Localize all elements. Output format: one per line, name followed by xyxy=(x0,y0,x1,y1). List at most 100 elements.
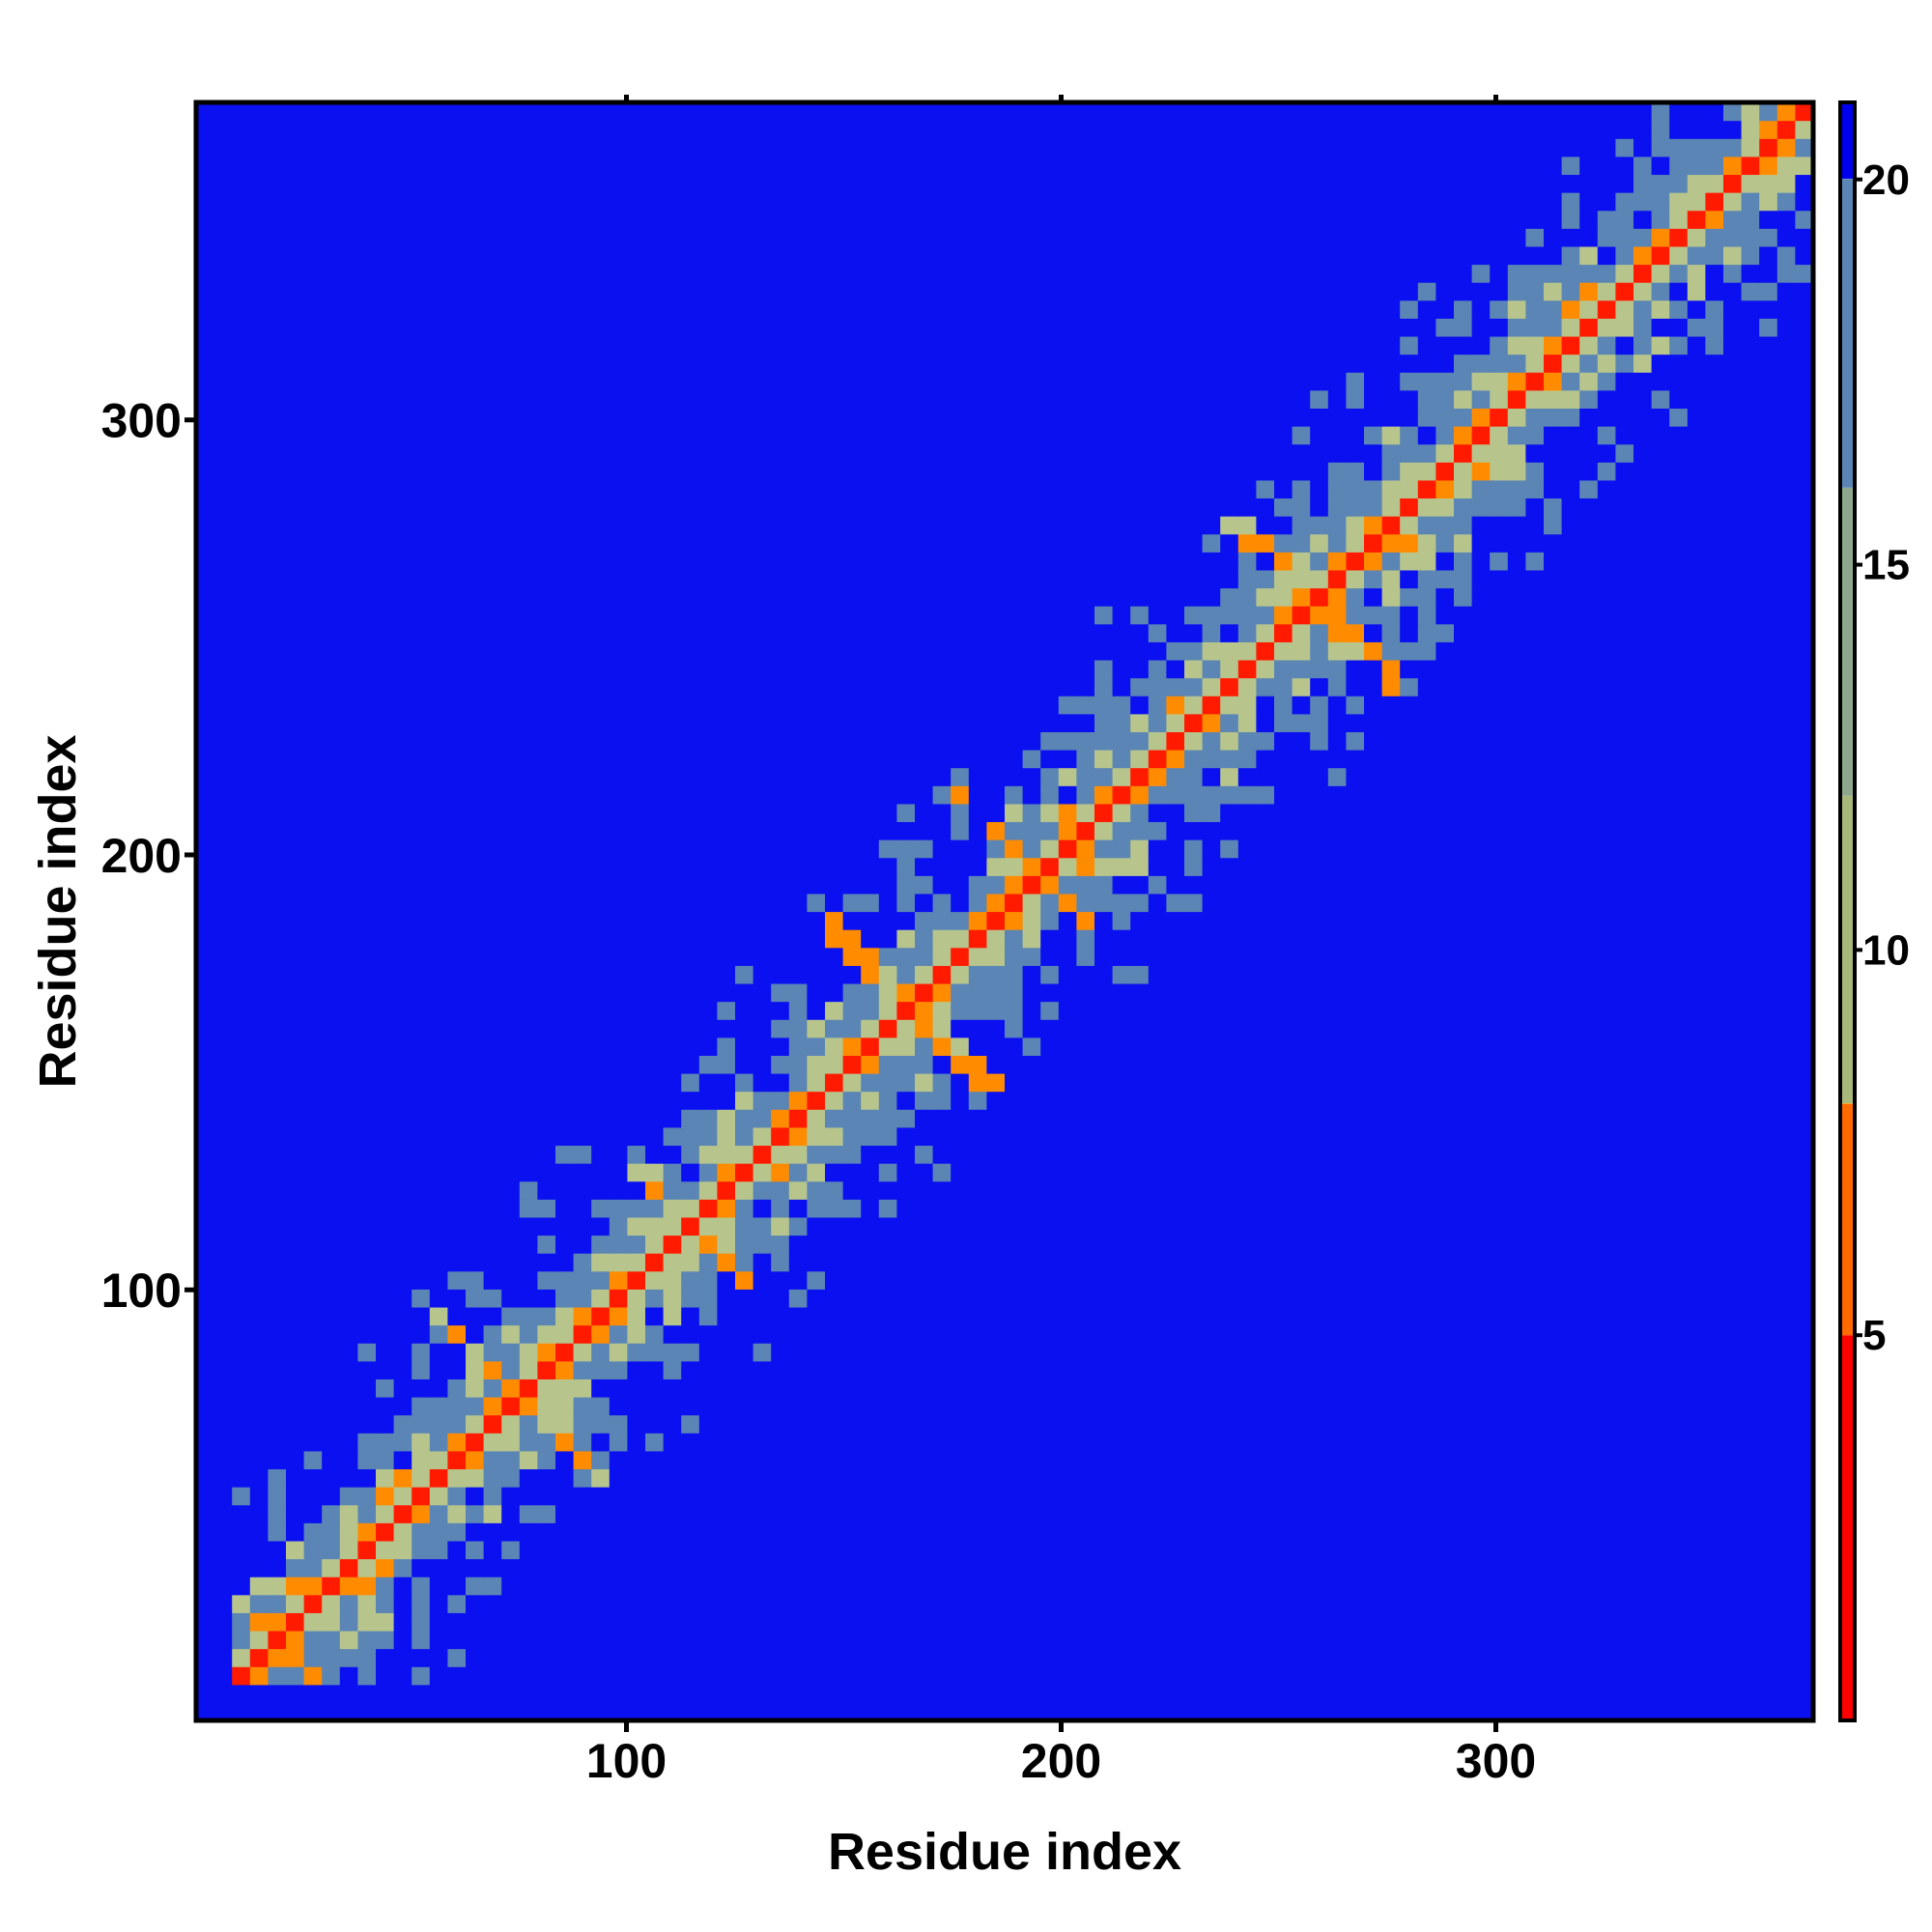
heatmap-cell xyxy=(1471,1055,1491,1074)
heatmap-cell xyxy=(1525,1126,1545,1147)
heatmap-cell xyxy=(537,1163,556,1182)
heatmap-cell xyxy=(1417,1180,1436,1200)
heatmap-cell xyxy=(878,785,897,805)
heatmap-cell xyxy=(1130,1180,1150,1200)
heatmap-cell xyxy=(1256,1199,1275,1218)
heatmap-cell xyxy=(268,1289,287,1308)
heatmap-cell xyxy=(735,839,754,859)
heatmap-cell xyxy=(609,875,628,895)
heatmap-cell xyxy=(573,1073,592,1093)
heatmap-cell xyxy=(357,1324,377,1344)
heatmap-cell xyxy=(196,1306,215,1326)
heatmap-cell xyxy=(376,875,395,895)
heatmap-cell xyxy=(501,1216,521,1236)
heatmap-cell xyxy=(1256,947,1275,966)
heatmap-cell xyxy=(1076,1577,1095,1596)
heatmap-cell xyxy=(1705,803,1724,823)
heatmap-cell xyxy=(1544,1450,1563,1470)
heatmap-cell xyxy=(1327,1558,1347,1577)
heatmap-cell xyxy=(771,1558,790,1577)
heatmap-cell xyxy=(1634,1594,1653,1613)
heatmap-cell xyxy=(1040,767,1060,786)
heatmap-cell xyxy=(1130,1270,1150,1290)
heatmap-cell xyxy=(1292,1433,1311,1452)
heatmap-cell xyxy=(951,1253,970,1272)
heatmap-cell xyxy=(1022,713,1041,732)
heatmap-cell xyxy=(1417,1253,1436,1272)
heatmap-cell xyxy=(393,1324,412,1344)
heatmap-cell xyxy=(1597,965,1616,984)
heatmap-cell xyxy=(627,1504,646,1523)
heatmap-cell xyxy=(951,1630,970,1650)
heatmap-cell xyxy=(573,839,592,859)
heatmap-cell xyxy=(483,750,502,769)
heatmap-cell xyxy=(1292,839,1311,859)
heatmap-cell xyxy=(1741,857,1760,876)
heatmap-cell xyxy=(1112,1001,1131,1020)
heatmap-cell xyxy=(1040,1360,1060,1379)
heatmap-cell xyxy=(483,1235,502,1254)
heatmap-cell xyxy=(1022,1289,1041,1308)
heatmap-cell xyxy=(268,1702,287,1721)
heatmap-cell xyxy=(1005,1235,1024,1254)
heatmap-cell xyxy=(1202,1540,1221,1560)
heatmap-cell xyxy=(1507,893,1526,913)
heatmap-cell xyxy=(1022,1702,1041,1721)
heatmap-cell xyxy=(412,1216,431,1236)
heatmap-cell xyxy=(393,1343,412,1362)
heatmap-cell xyxy=(1327,857,1347,876)
heatmap-cell xyxy=(1507,1522,1526,1542)
heatmap-cell xyxy=(842,767,862,786)
heatmap-cell xyxy=(1561,1055,1580,1074)
heatmap-cell xyxy=(1454,1594,1473,1613)
heatmap-cell xyxy=(627,1001,646,1020)
heatmap-cell xyxy=(1166,1055,1185,1074)
heatmap-cell xyxy=(429,1630,448,1650)
heatmap-cell xyxy=(771,1378,790,1398)
heatmap-cell xyxy=(1237,1684,1257,1703)
heatmap-cell xyxy=(771,1397,790,1416)
heatmap-cell xyxy=(1544,1414,1563,1434)
heatmap-cell xyxy=(861,1235,880,1254)
heatmap-cell xyxy=(537,1126,556,1147)
heatmap-cell xyxy=(698,1433,718,1452)
heatmap-cell xyxy=(483,1612,502,1632)
heatmap-cell xyxy=(1776,893,1796,913)
heatmap-cell xyxy=(268,1522,287,1542)
heatmap-cell xyxy=(915,893,934,913)
heatmap-cell xyxy=(1184,1702,1204,1721)
heatmap-cell xyxy=(1256,1558,1275,1577)
heatmap-cell xyxy=(1327,1109,1347,1128)
heatmap-cell xyxy=(1058,982,1077,1003)
heatmap-cell xyxy=(501,731,521,751)
heatmap-cell xyxy=(591,750,611,769)
heatmap-cell xyxy=(1705,767,1724,786)
heatmap-cell xyxy=(1274,1433,1293,1452)
heatmap-cell xyxy=(986,1145,1006,1164)
heatmap-cell xyxy=(357,929,377,949)
heatmap-cell xyxy=(1327,1577,1347,1596)
heatmap-cell xyxy=(968,1324,987,1344)
heatmap-cell xyxy=(1327,1468,1347,1488)
heatmap-cell xyxy=(232,1414,251,1434)
heatmap-cell xyxy=(986,1019,1006,1038)
heatmap-cell xyxy=(1220,1558,1239,1577)
heatmap-cell xyxy=(501,1324,521,1344)
heatmap-cell xyxy=(501,1648,521,1667)
heatmap-cell xyxy=(303,1001,323,1020)
heatmap-cell xyxy=(1310,1684,1329,1703)
heatmap-cell xyxy=(1776,1199,1796,1218)
heatmap-cell xyxy=(861,1397,880,1416)
heatmap-cell xyxy=(1454,1433,1473,1452)
heatmap-cell xyxy=(1166,731,1185,751)
heatmap-cell xyxy=(1130,1487,1150,1506)
heatmap-cell xyxy=(1651,839,1670,859)
heatmap-cell xyxy=(896,731,916,751)
heatmap-cell xyxy=(1741,1648,1760,1667)
heatmap-cell xyxy=(376,1073,395,1093)
heatmap-cell xyxy=(1417,1648,1436,1667)
heatmap-cell xyxy=(1525,731,1545,751)
heatmap-cell xyxy=(249,1577,269,1596)
heatmap-cell xyxy=(1327,1360,1347,1379)
heatmap-cell xyxy=(717,1055,736,1074)
